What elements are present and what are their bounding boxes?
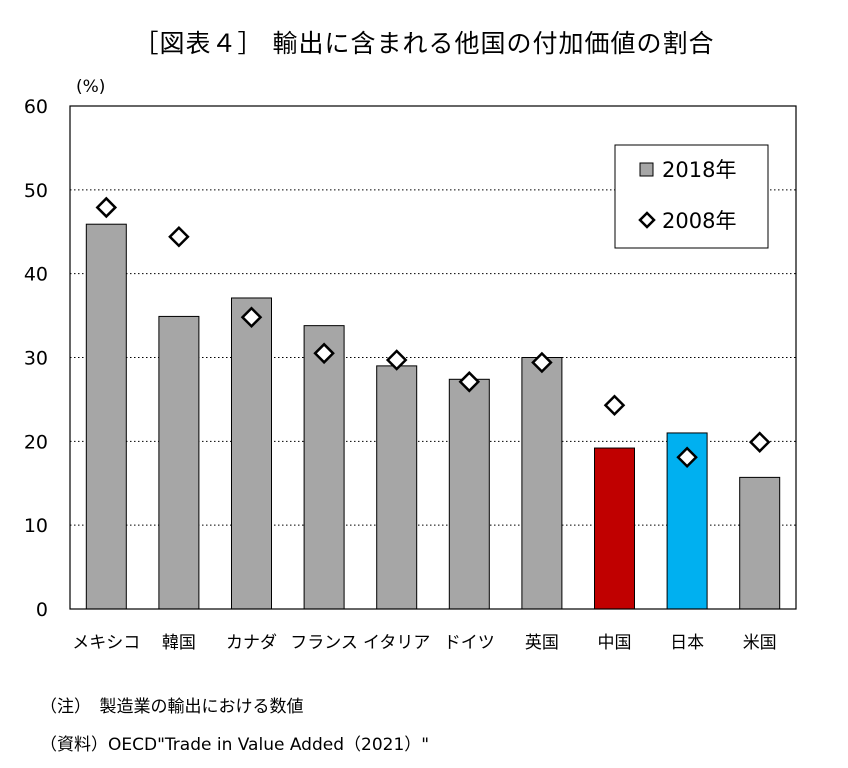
- x-tick-label: 日本: [670, 633, 704, 653]
- legend-label-2008: 2008年: [662, 209, 736, 233]
- bar-4: [303, 325, 345, 610]
- legend-swatch-bar: [639, 162, 654, 177]
- marker-diamond-10: [748, 431, 771, 453]
- legend-box: [614, 144, 769, 249]
- legend-swatch-diamond: [638, 211, 656, 229]
- x-tick-label: メキシコ: [72, 633, 140, 653]
- source-note: （資料）OECD"Trade in Value Added（2021）": [40, 735, 430, 755]
- bar-8: [594, 447, 635, 610]
- x-tick-label: フランス: [290, 633, 358, 653]
- x-tick-label: カナダ: [226, 633, 277, 653]
- marker-diamond-7: [531, 351, 553, 374]
- bar-7: [521, 357, 563, 610]
- bar-6: [448, 378, 490, 610]
- y-tick-label: 10: [24, 515, 48, 537]
- y-tick-label: 40: [24, 264, 48, 286]
- marker-diamond-1: [95, 196, 118, 219]
- bar-2: [158, 315, 200, 610]
- axes: 0 10 20 30 40 50 60 (%) メキシコ 韓国 カナダ フランス イタリア ドイツ 英国 中国…: [24, 77, 797, 653]
- legend-label-2018: 2018年: [662, 158, 736, 182]
- y-tick-label: 60: [24, 96, 48, 118]
- markers: [95, 196, 771, 469]
- x-tick-label: イタリア: [363, 633, 430, 653]
- plot-frame: [69, 105, 797, 610]
- bar-9: [666, 432, 708, 610]
- y-tick-label: 0: [36, 599, 48, 621]
- y-axis-label: (%): [76, 77, 105, 97]
- marker-diamond-4: [313, 342, 335, 365]
- marker-diamond-9: [676, 446, 698, 469]
- x-tick-label: 英国: [525, 633, 559, 653]
- bars: [85, 223, 781, 610]
- marker-diamond-3: [240, 306, 263, 329]
- footnote: （注） 製造業の輸出における数値: [40, 697, 304, 717]
- marker-diamond-2: [168, 226, 190, 248]
- x-tick-label: ドイツ: [444, 633, 495, 653]
- x-tick-label: 米国: [743, 633, 777, 653]
- bar-5: [376, 365, 418, 610]
- chart-title: ［図表４］ 輸出に含まれる他国の付加価値の割合: [133, 29, 715, 58]
- bar-3: [231, 297, 272, 610]
- y-tick-label: 30: [24, 348, 48, 370]
- marker-diamond-8: [603, 394, 626, 417]
- marker-diamond-6: [458, 371, 481, 393]
- bar-chart: 0 10 20 30 40 50 60 (%) メキシコ 韓国 カナダ フランス イタリア ドイツ 英国 中国…: [24, 77, 797, 653]
- y-tick-label: 20: [24, 431, 48, 453]
- x-tick-label: 中国: [598, 633, 632, 653]
- y-tick-label: 50: [24, 180, 48, 202]
- x-tick-label: 韓国: [162, 633, 196, 653]
- marker-diamond-5: [385, 349, 408, 371]
- legend: 2018年 2008年: [614, 144, 769, 249]
- bar-10: [739, 476, 781, 610]
- bar-1: [85, 223, 127, 610]
